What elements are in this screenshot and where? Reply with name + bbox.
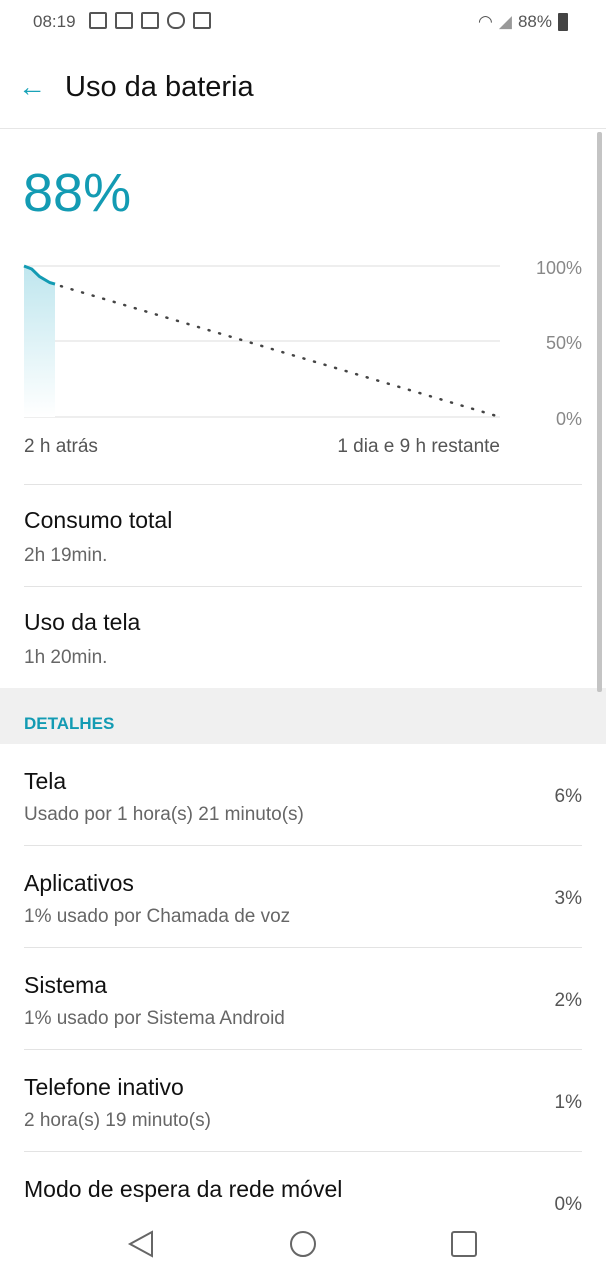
signal-icon: ◢ <box>498 12 512 31</box>
item-subtitle: Usado por 1 hora(s) 21 minuto(s) <box>24 804 304 825</box>
item-percent: 2% <box>554 990 582 1011</box>
item-title: Tela <box>24 768 67 794</box>
section-header: DETALHES <box>0 688 606 744</box>
battery-percent: 88% <box>517 12 552 31</box>
item-percent: 1% <box>554 1092 582 1113</box>
total-consumption-item[interactable]: Consumo total 2h 19min. <box>24 485 582 587</box>
back-nav-icon[interactable] <box>127 1230 153 1258</box>
back-arrow-icon[interactable]: ← <box>18 71 46 102</box>
item-title: Uso da tela <box>24 609 141 635</box>
item-title: Telefone inativo <box>24 1074 184 1100</box>
screen-usage-item[interactable]: Uso da tela 1h 20min. <box>24 587 582 688</box>
detail-item[interactable]: Aplicativos 1% usado por Chamada de voz … <box>24 846 582 948</box>
item-title: Sistema <box>24 972 108 998</box>
item-percent: 6% <box>554 786 582 807</box>
y-tick-50: 50% <box>546 333 582 353</box>
image-icon <box>89 12 107 29</box>
scrollbar[interactable] <box>597 132 602 692</box>
item-title: Consumo total <box>24 507 173 533</box>
battery-icon <box>558 13 568 31</box>
voicemail-icon <box>167 12 185 29</box>
battery-level: 88% <box>23 163 132 223</box>
item-value: 2h 19min. <box>24 545 108 566</box>
battery-graph: 100% 50% 0% <box>23 258 582 429</box>
clock: 08:19 <box>33 12 76 31</box>
detail-item[interactable]: Telefone inativo 2 hora(s) 19 minuto(s) … <box>24 1050 582 1152</box>
section-title: DETALHES <box>24 714 115 733</box>
item-subtitle: 1% usado por Sistema Android <box>24 1008 285 1029</box>
usage-line <box>23 264 56 286</box>
projection-line <box>59 284 502 419</box>
app-bar: ← Uso da bateria <box>0 46 606 129</box>
item-subtitle: 1% usado por Chamada de voz <box>24 906 291 927</box>
page-title: Uso da bateria <box>65 71 254 103</box>
navigation-bar <box>0 1214 606 1280</box>
status-bar: 08:19 ◠ ◢ 88% <box>0 0 606 46</box>
x-end-label: 1 dia e 9 h restante <box>337 436 500 457</box>
recents-nav-icon[interactable] <box>451 1231 477 1257</box>
item-value: 1h 20min. <box>24 647 108 668</box>
detail-item[interactable]: Tela Usado por 1 hora(s) 21 minuto(s) 6% <box>24 744 582 846</box>
detail-item[interactable]: Sistema 1% usado por Sistema Android 2% <box>24 948 582 1050</box>
y-tick-100: 100% <box>536 258 582 278</box>
item-percent: 0% <box>554 1194 582 1215</box>
wifi-icon: ◠ <box>478 12 493 31</box>
item-percent: 3% <box>554 888 582 909</box>
home-nav-icon[interactable] <box>290 1231 316 1257</box>
data-icon <box>141 12 159 29</box>
y-tick-0: 0% <box>556 409 582 429</box>
news-icon <box>115 12 133 29</box>
maps-icon <box>193 12 211 29</box>
item-subtitle: 2 hora(s) 19 minuto(s) <box>24 1110 211 1131</box>
item-title: Aplicativos <box>24 870 134 896</box>
usage-area <box>24 266 55 417</box>
item-title: Modo de espera da rede móvel <box>24 1176 343 1202</box>
x-start-label: 2 h atrás <box>24 436 98 457</box>
